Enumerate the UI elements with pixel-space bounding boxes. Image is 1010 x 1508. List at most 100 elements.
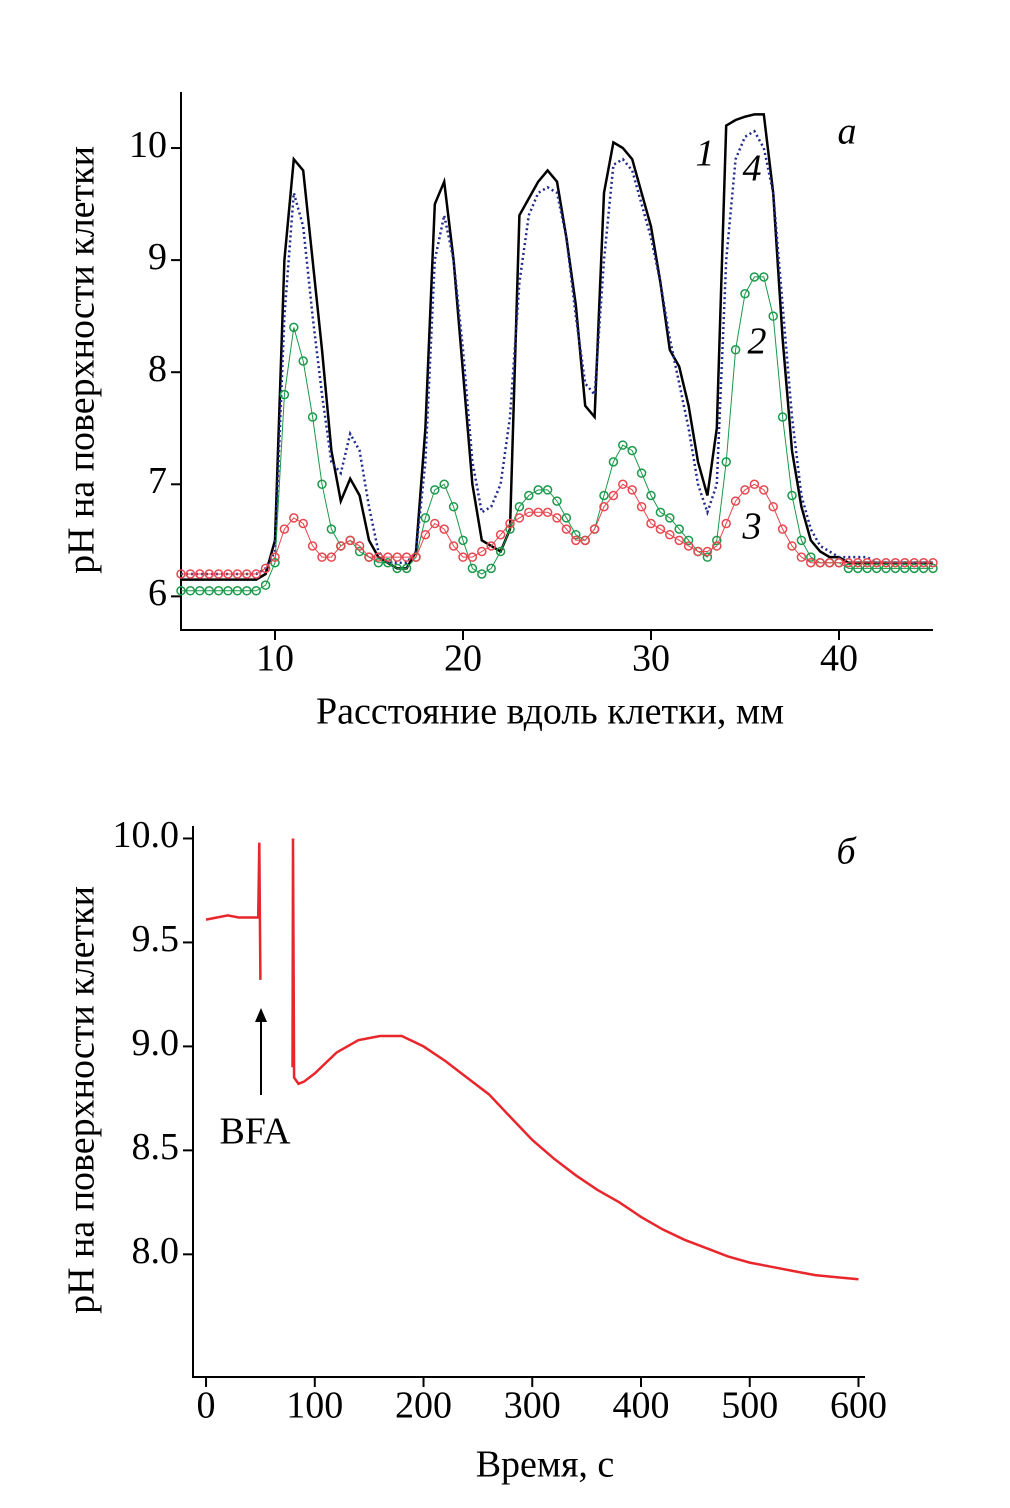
marker: [627, 445, 637, 456]
marker: [843, 563, 854, 574]
marker: [862, 558, 872, 568]
x-tick-label: 10: [256, 638, 294, 680]
marker: [768, 311, 778, 321]
y-tick-label: 9.5: [132, 918, 180, 960]
marker: [336, 541, 346, 551]
panel-label: б: [836, 831, 857, 873]
marker: [693, 546, 703, 557]
marker: [213, 569, 224, 579]
marker: [279, 524, 290, 534]
annotation: BFA: [219, 1111, 291, 1153]
x-tick-label: 40: [820, 638, 858, 680]
marker: [477, 569, 487, 579]
marker: [223, 569, 233, 579]
y-tick-label: 6: [148, 572, 167, 614]
marker: [608, 490, 619, 501]
marker: [439, 479, 449, 490]
marker: [853, 563, 863, 574]
marker: [655, 524, 666, 534]
marker: [307, 412, 318, 422]
marker: [270, 552, 280, 562]
marker: [392, 563, 402, 574]
marker: [787, 541, 797, 551]
marker: [674, 535, 684, 546]
marker: [768, 501, 778, 512]
marker: [702, 546, 713, 557]
y-axis-title: pH на поверхности клетки: [61, 886, 103, 1314]
marker: [354, 546, 365, 557]
marker: [655, 507, 666, 518]
marker: [392, 552, 402, 562]
marker: [618, 479, 628, 490]
marker: [373, 558, 384, 568]
x-tick-label: 20: [444, 638, 482, 680]
series-label: 3: [742, 506, 762, 548]
marker: [636, 501, 647, 512]
marker: [411, 552, 421, 562]
series-label: 2: [748, 321, 767, 363]
marker: [345, 535, 355, 546]
marker: [204, 586, 214, 596]
marker: [195, 569, 205, 579]
series-line: [181, 129, 933, 576]
x-tick-label: 300: [504, 1385, 561, 1427]
marker: [871, 558, 882, 568]
marker: [533, 485, 543, 495]
marker: [561, 524, 572, 534]
marker: [542, 507, 553, 518]
marker: [289, 322, 299, 333]
marker: [317, 479, 327, 490]
marker: [383, 552, 393, 562]
marker: [495, 529, 506, 540]
marker: [712, 535, 722, 546]
series-line: [181, 276, 933, 592]
marker: [909, 563, 919, 574]
y-tick-label: 8: [148, 348, 167, 390]
marker: [439, 524, 449, 534]
marker: [890, 563, 901, 574]
marker: [900, 558, 910, 568]
marker: [665, 513, 675, 523]
marker: [599, 490, 609, 501]
marker: [251, 569, 261, 579]
y-tick-label: 9.0: [132, 1022, 180, 1064]
marker: [317, 552, 327, 562]
panel-label: а: [838, 111, 857, 153]
marker: [373, 552, 384, 562]
marker: [721, 457, 731, 467]
marker: [223, 586, 233, 596]
marker: [674, 524, 684, 534]
marker: [307, 541, 318, 551]
marker: [759, 272, 769, 282]
marker: [448, 541, 459, 551]
marker: [646, 518, 656, 529]
marker: [260, 580, 271, 590]
marker: [232, 569, 243, 579]
marker: [298, 356, 308, 366]
x-tick-label: 100: [286, 1385, 343, 1427]
y-tick-label: 7: [148, 460, 167, 502]
marker: [185, 569, 196, 579]
marker: [204, 569, 214, 579]
marker: [176, 569, 186, 579]
marker: [326, 524, 337, 534]
marker: [279, 389, 290, 400]
marker: [185, 586, 196, 596]
series-label: 1: [696, 133, 715, 175]
marker: [665, 529, 675, 540]
y-axis-title: pH на поверхности клетки: [61, 146, 103, 574]
marker: [909, 558, 919, 568]
marker: [448, 501, 459, 512]
marker: [420, 513, 431, 523]
marker: [646, 490, 656, 501]
marker: [401, 563, 412, 574]
x-tick-label: 0: [197, 1385, 216, 1427]
marker: [401, 552, 412, 562]
marker: [740, 289, 750, 299]
marker: [298, 518, 308, 529]
marker: [853, 558, 863, 568]
y-tick-label: 8.0: [132, 1230, 180, 1272]
marker: [749, 479, 760, 490]
marker: [561, 513, 572, 523]
marker: [777, 412, 788, 422]
